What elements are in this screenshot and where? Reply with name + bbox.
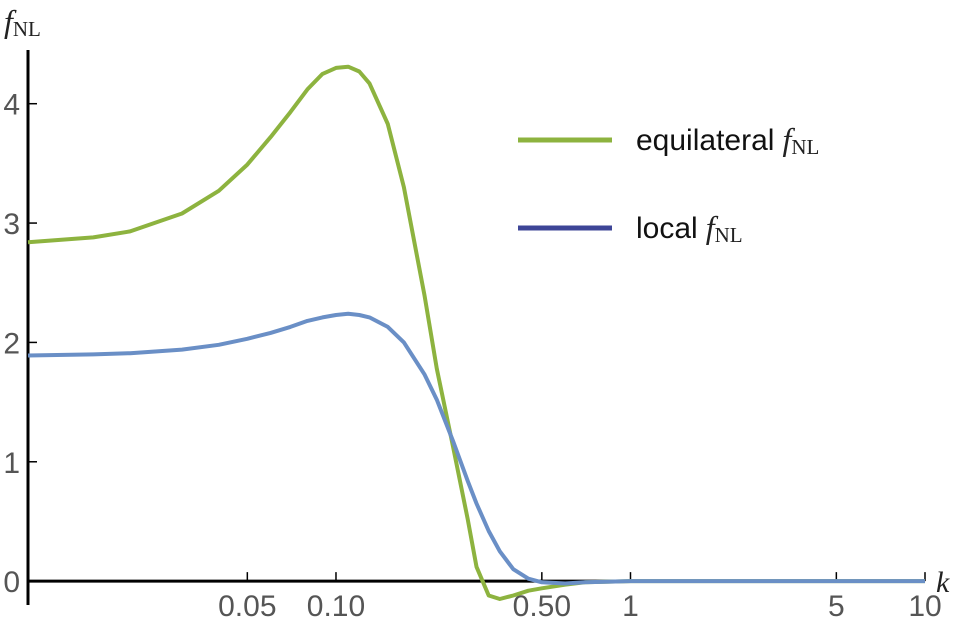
legend-sub: NL bbox=[715, 223, 743, 247]
legend-sub: NL bbox=[791, 135, 819, 159]
x-tick-label: 10 bbox=[908, 590, 941, 623]
y-tick-label: 2 bbox=[3, 327, 20, 360]
x-tick-label: 0.10 bbox=[307, 590, 365, 623]
y-tick-label: 3 bbox=[3, 208, 20, 241]
x-axis-label: k bbox=[936, 566, 950, 599]
legend-name: local bbox=[636, 212, 698, 245]
y-label-sub: NL bbox=[13, 17, 41, 41]
y-tick-label: 4 bbox=[3, 89, 20, 122]
x-tick-label: 1 bbox=[622, 590, 639, 623]
x-tick-label: 0.50 bbox=[513, 590, 571, 623]
legend-label: equilateral fNL bbox=[636, 121, 819, 159]
y-tick-label: 1 bbox=[3, 447, 20, 480]
y-tick-label: 0 bbox=[3, 566, 20, 599]
legend-name: equilateral bbox=[636, 124, 774, 157]
y-axis-label: fNL bbox=[4, 3, 41, 41]
x-tick-label: 5 bbox=[828, 590, 845, 623]
x-tick-label: 0.05 bbox=[218, 590, 276, 623]
data-line bbox=[27, 311, 925, 586]
legend-label: local fNL bbox=[636, 209, 743, 247]
